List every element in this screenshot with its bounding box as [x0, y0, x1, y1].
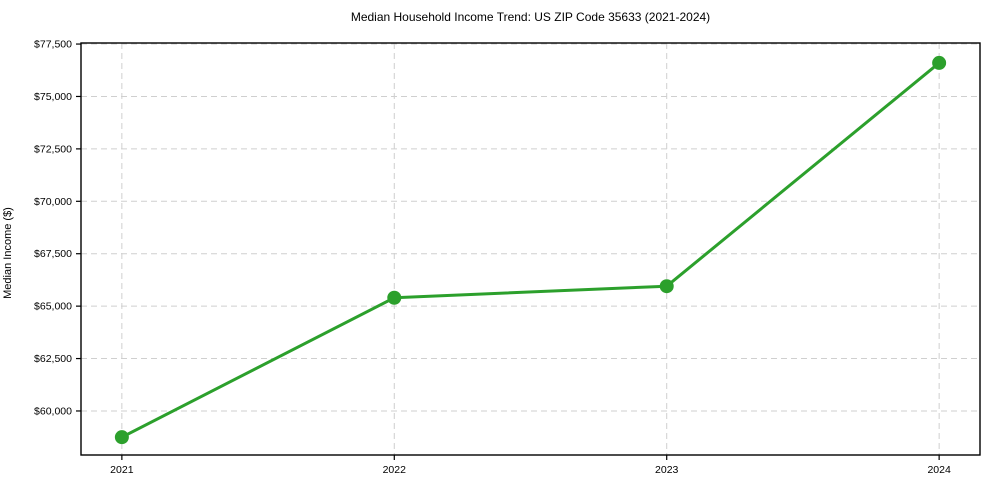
- y-tick-label: $77,500: [34, 39, 72, 51]
- y-tick-label: $72,500: [34, 143, 72, 155]
- y-tick-label: $65,000: [34, 301, 72, 313]
- data-point-marker: [114, 430, 129, 445]
- x-tick-label: 2021: [110, 464, 134, 476]
- x-tick-label: 2024: [927, 464, 951, 476]
- data-point-marker: [932, 55, 947, 70]
- trend-line: [120, 61, 941, 439]
- y-tick-label: $70,000: [34, 196, 72, 208]
- data-point-marker: [387, 290, 402, 305]
- y-tick-label: $62,500: [34, 353, 72, 365]
- y-tick-label: $67,500: [34, 248, 72, 260]
- y-tick-label: $60,000: [34, 405, 72, 417]
- x-tick-label: 2022: [383, 464, 407, 476]
- chart-title: Median Household Income Trend: US ZIP Co…: [350, 10, 711, 24]
- x-tick-label: 2023: [655, 464, 679, 476]
- y-tick-label: $75,000: [34, 91, 72, 103]
- data-point-marker: [659, 279, 674, 294]
- plot-border: [80, 42, 981, 456]
